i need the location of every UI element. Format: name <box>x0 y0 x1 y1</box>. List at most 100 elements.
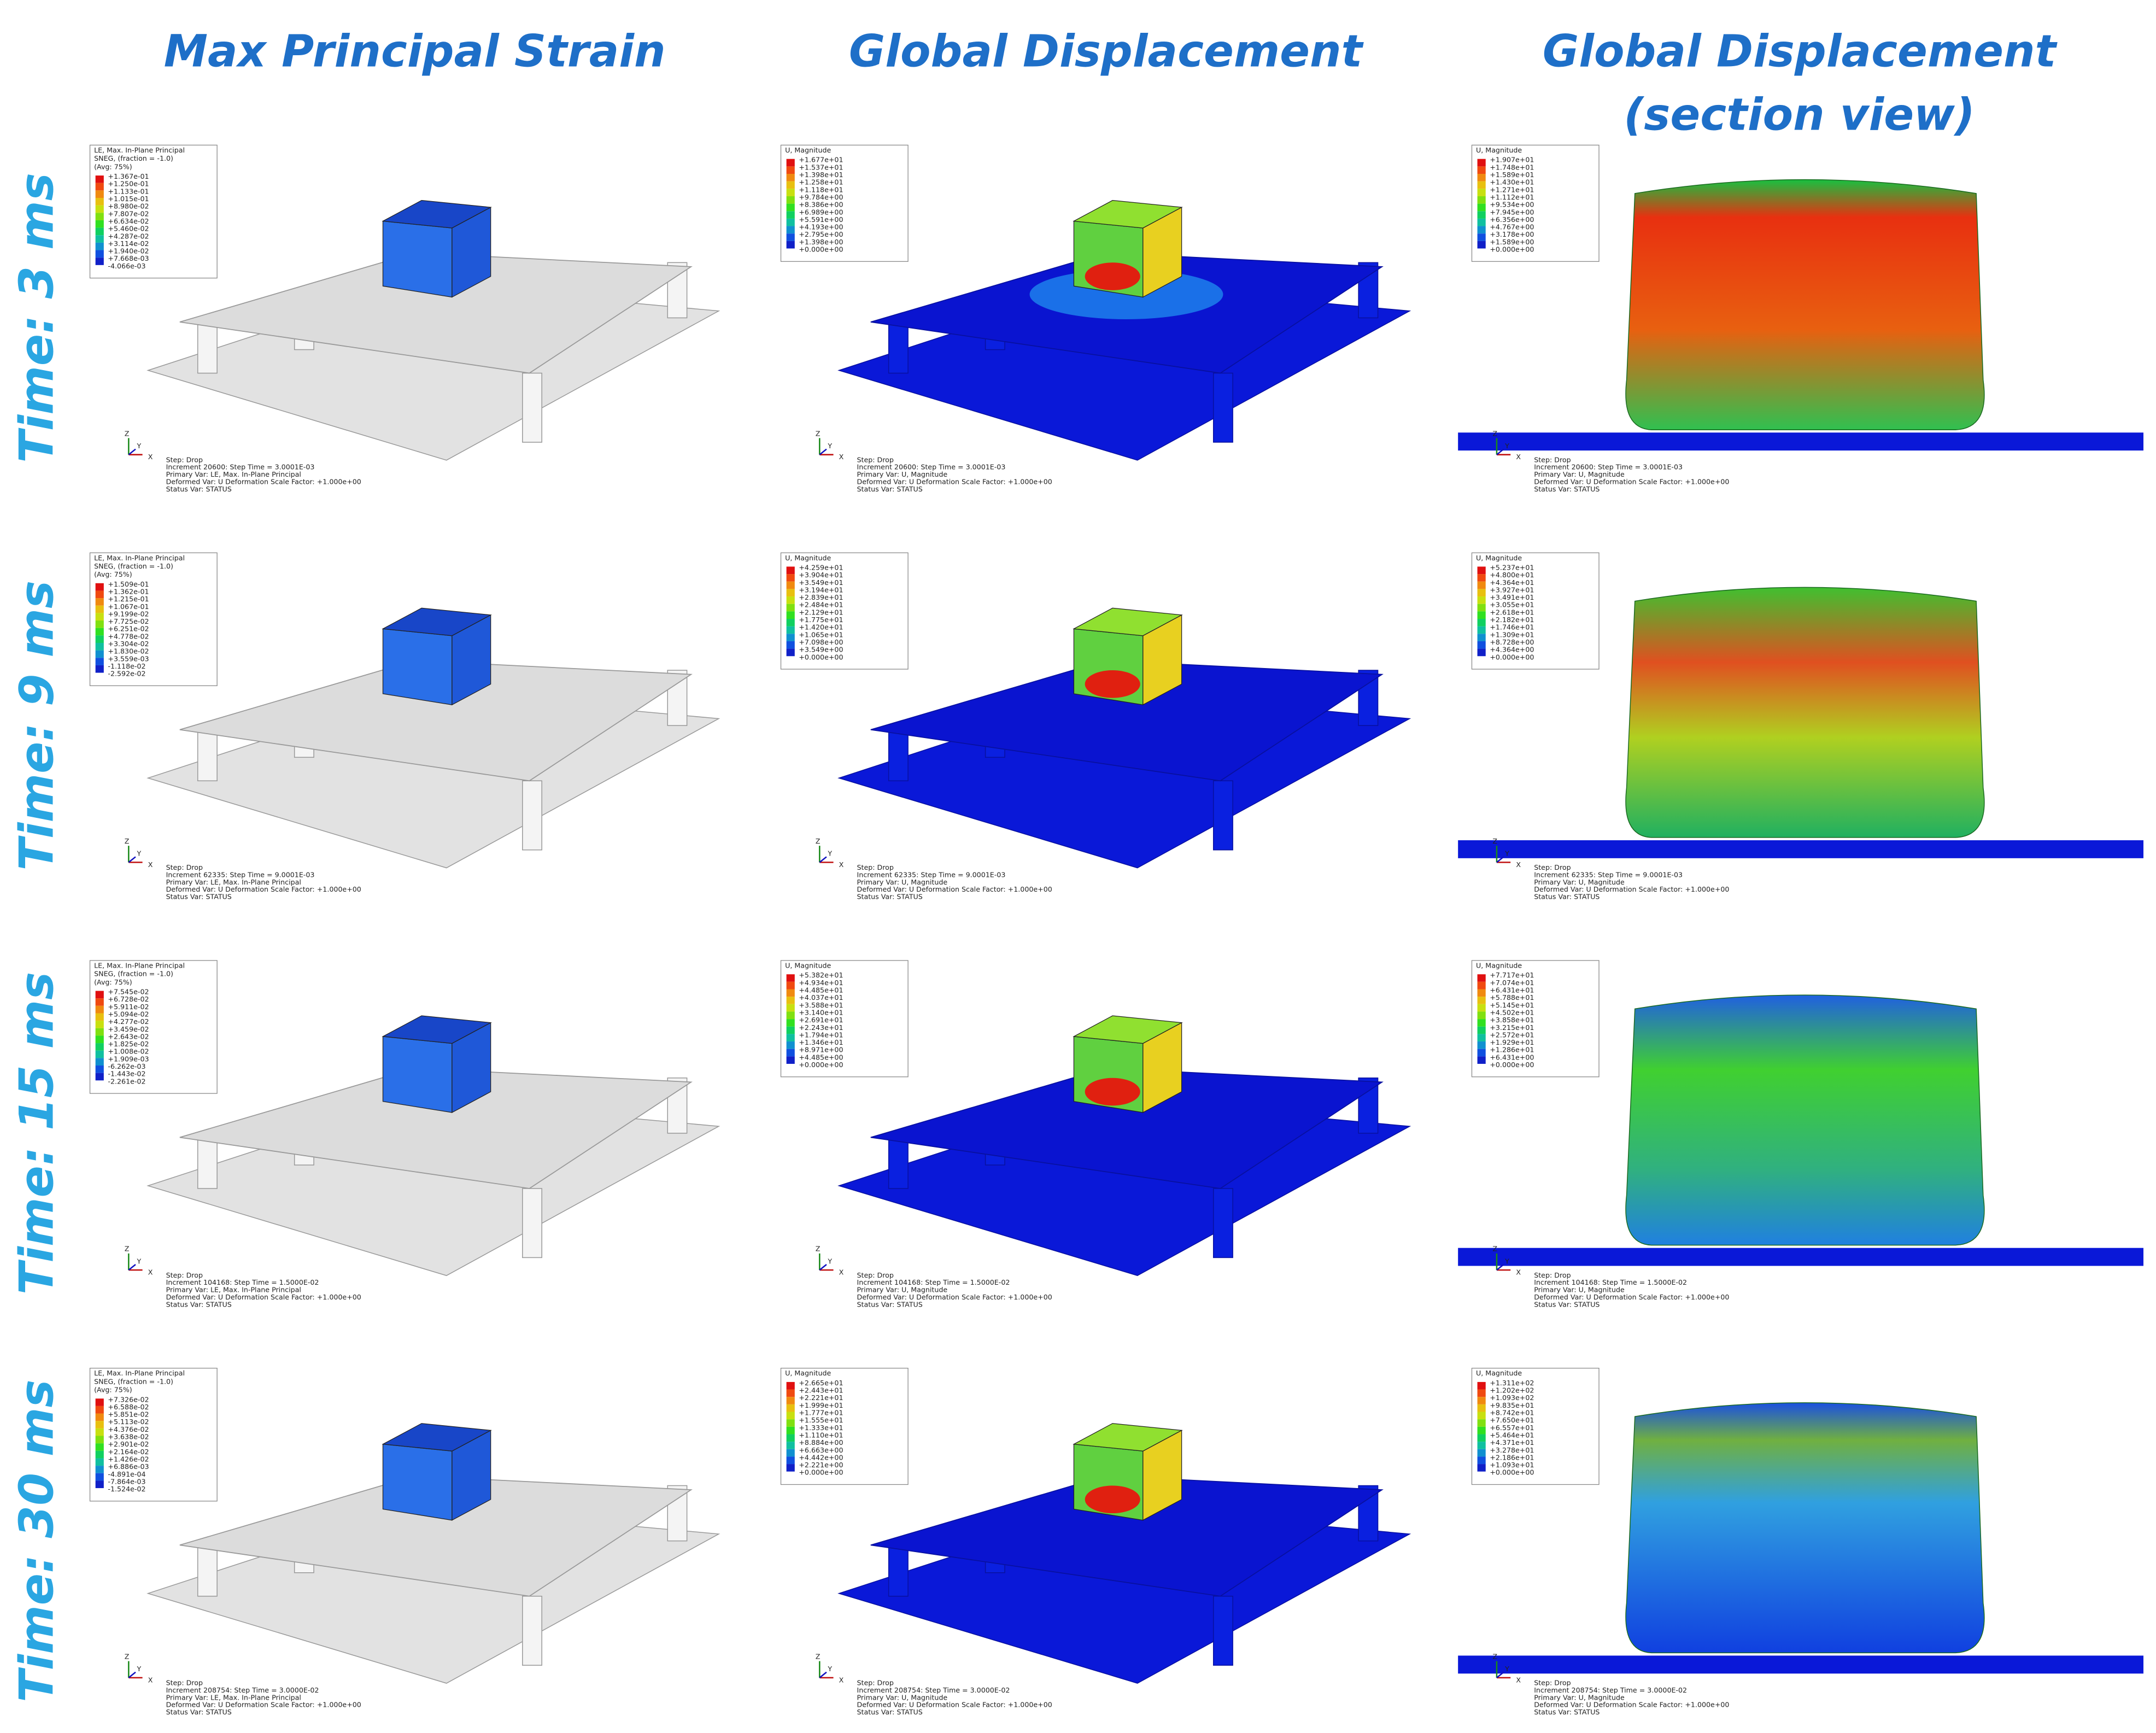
section-body <box>1625 587 1985 838</box>
color-swatch <box>1477 1426 1486 1435</box>
footer-line: Step: Drop <box>166 863 203 871</box>
legend-value: +8.971e+00 <box>799 1046 843 1054</box>
legend-value: +2.164e-02 <box>108 1448 149 1456</box>
legend-value: -2.592e-02 <box>108 670 145 678</box>
color-swatch <box>95 1421 104 1428</box>
color-swatch <box>1477 203 1486 212</box>
pillar <box>197 1137 218 1189</box>
color-swatch <box>95 1443 104 1451</box>
color-swatch <box>95 197 104 206</box>
legend-value: +4.371e+01 <box>1490 1438 1534 1447</box>
legend-value: -4.066e-03 <box>108 262 145 270</box>
legend-value: +3.904e+01 <box>799 571 843 579</box>
legend-value: +1.999e+01 <box>799 1401 843 1409</box>
color-swatch <box>95 1398 104 1406</box>
legend-value: +0.000e+00 <box>1490 245 1534 254</box>
axis-label: Y <box>136 442 141 450</box>
top-plate <box>179 1475 693 1597</box>
color-swatch <box>95 183 104 191</box>
color-swatch <box>786 196 795 204</box>
legend-value: +1.940e-02 <box>108 247 149 255</box>
legend-value: +1.112e+01 <box>1490 193 1534 201</box>
legend: U, Magnitude+1.907e+01+1.748e+01+1.589e+… <box>1471 144 1600 262</box>
legend-value: +4.277e-02 <box>108 1017 149 1026</box>
color-swatch <box>95 598 104 606</box>
color-swatch <box>786 166 795 174</box>
color-swatch <box>1477 1056 1486 1064</box>
color-swatch <box>786 974 795 982</box>
legend-value: +6.356e+00 <box>1490 215 1534 224</box>
pillar <box>197 729 218 782</box>
legend-value: +1.420e+01 <box>799 623 843 631</box>
axis-triad: ZYX <box>125 837 153 869</box>
legend-frame <box>780 552 909 670</box>
legend-title: (Avg: 75%) <box>94 1386 132 1394</box>
legend-title: U, Magnitude <box>785 554 831 562</box>
color-swatch <box>786 226 795 234</box>
color-swatch <box>786 203 795 212</box>
color-swatch <box>95 620 104 628</box>
color-swatch <box>786 1381 795 1390</box>
footer-line: Deformed Var: U Deformation Scale Factor… <box>1534 1293 1729 1301</box>
footer-line: Increment 20600: Step Time = 3.0001E-03 <box>857 463 1006 471</box>
axis-label: Z <box>1492 837 1497 845</box>
color-swatch <box>786 997 795 1004</box>
legend-value: +6.251e-02 <box>108 625 149 633</box>
legend-value: +9.784e+00 <box>799 193 843 201</box>
footer-line: Deformed Var: U Deformation Scale Factor… <box>857 477 1052 485</box>
color-swatch <box>95 242 104 250</box>
legend-value: +0.000e+00 <box>799 1468 843 1477</box>
legend-value: +3.055e+01 <box>1490 601 1534 609</box>
color-swatch <box>786 1019 795 1027</box>
footer-line: Primary Var: LE, Max. In-Plane Principal <box>166 1693 301 1701</box>
footer-line: Increment 20600: Step Time = 3.0001E-03 <box>1534 463 1683 471</box>
legend-value: +4.934e+01 <box>799 979 843 987</box>
legend-value: +8.980e-02 <box>108 202 149 210</box>
legend-value: +1.398e+01 <box>799 171 843 179</box>
color-swatch <box>786 648 795 657</box>
color-swatch <box>95 235 104 243</box>
legend-value: +7.725e-02 <box>108 617 149 625</box>
legend-value: +2.221e+01 <box>799 1394 843 1402</box>
color-swatch <box>1477 159 1486 167</box>
legend-value: +4.767e+00 <box>1490 223 1534 231</box>
axis-triad: ZYX <box>1492 429 1521 461</box>
legend-value: +2.839e+01 <box>799 593 843 601</box>
axis-label: X <box>148 860 153 869</box>
axis-label: Y <box>136 850 141 858</box>
axis-label: X <box>148 1268 153 1277</box>
legend-frame <box>780 960 909 1078</box>
legend-value: +7.545e-02 <box>108 988 149 996</box>
box-front <box>382 1036 453 1113</box>
top-plate <box>179 660 693 782</box>
color-swatch <box>786 626 795 634</box>
legend-value: +1.825e-02 <box>108 1040 149 1048</box>
axis <box>819 1264 827 1271</box>
color-swatch <box>786 574 795 582</box>
footer-line: Status Var: STATUS <box>166 893 232 901</box>
axis <box>819 448 827 455</box>
color-swatch <box>786 1404 795 1412</box>
color-swatch <box>1477 574 1486 582</box>
pillar <box>888 729 909 782</box>
footer-line: Status Var: STATUS <box>166 1708 232 1716</box>
footer-line: Deformed Var: U Deformation Scale Factor… <box>1534 885 1729 893</box>
axis-label: Y <box>827 442 832 450</box>
axis-label: Z <box>816 1245 821 1253</box>
legend-value: +5.851e-02 <box>108 1410 149 1419</box>
color-swatch <box>1477 1464 1486 1472</box>
footer-line: Step: Drop <box>857 863 894 871</box>
legend-title: SNEG, (fraction = -1.0) <box>94 1377 173 1385</box>
legend-value: +1.777e+01 <box>799 1409 843 1417</box>
legend-value: +5.145e+01 <box>1490 1001 1534 1009</box>
axis-label: Z <box>816 1652 821 1660</box>
color-swatch <box>1477 581 1486 589</box>
legend-value: +1.008e-02 <box>108 1047 149 1056</box>
legend-value: +4.193e+00 <box>799 223 843 231</box>
footer-line: Status Var: STATUS <box>857 1708 923 1716</box>
footer-line: Step: Drop <box>166 1271 203 1279</box>
legend-value: +1.589e+00 <box>1490 238 1534 246</box>
legend: U, Magnitude+5.382e+01+4.934e+01+4.485e+… <box>780 960 909 1078</box>
color-swatch <box>1477 566 1486 575</box>
